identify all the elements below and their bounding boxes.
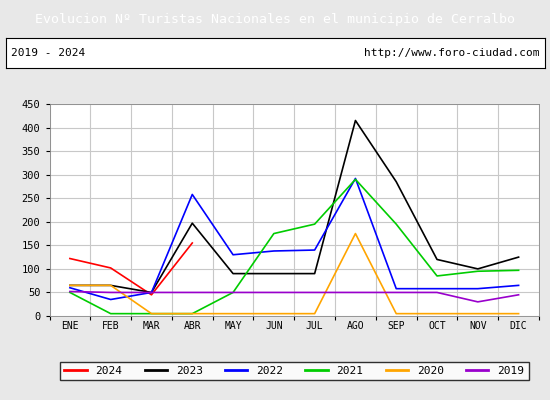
Text: 2019 - 2024: 2019 - 2024 [11,48,85,58]
Legend: 2024, 2023, 2022, 2021, 2020, 2019: 2024, 2023, 2022, 2021, 2020, 2019 [60,362,529,380]
Text: Evolucion Nº Turistas Nacionales en el municipio de Cerralbo: Evolucion Nº Turistas Nacionales en el m… [35,12,515,26]
Text: http://www.foro-ciudad.com: http://www.foro-ciudad.com [364,48,539,58]
